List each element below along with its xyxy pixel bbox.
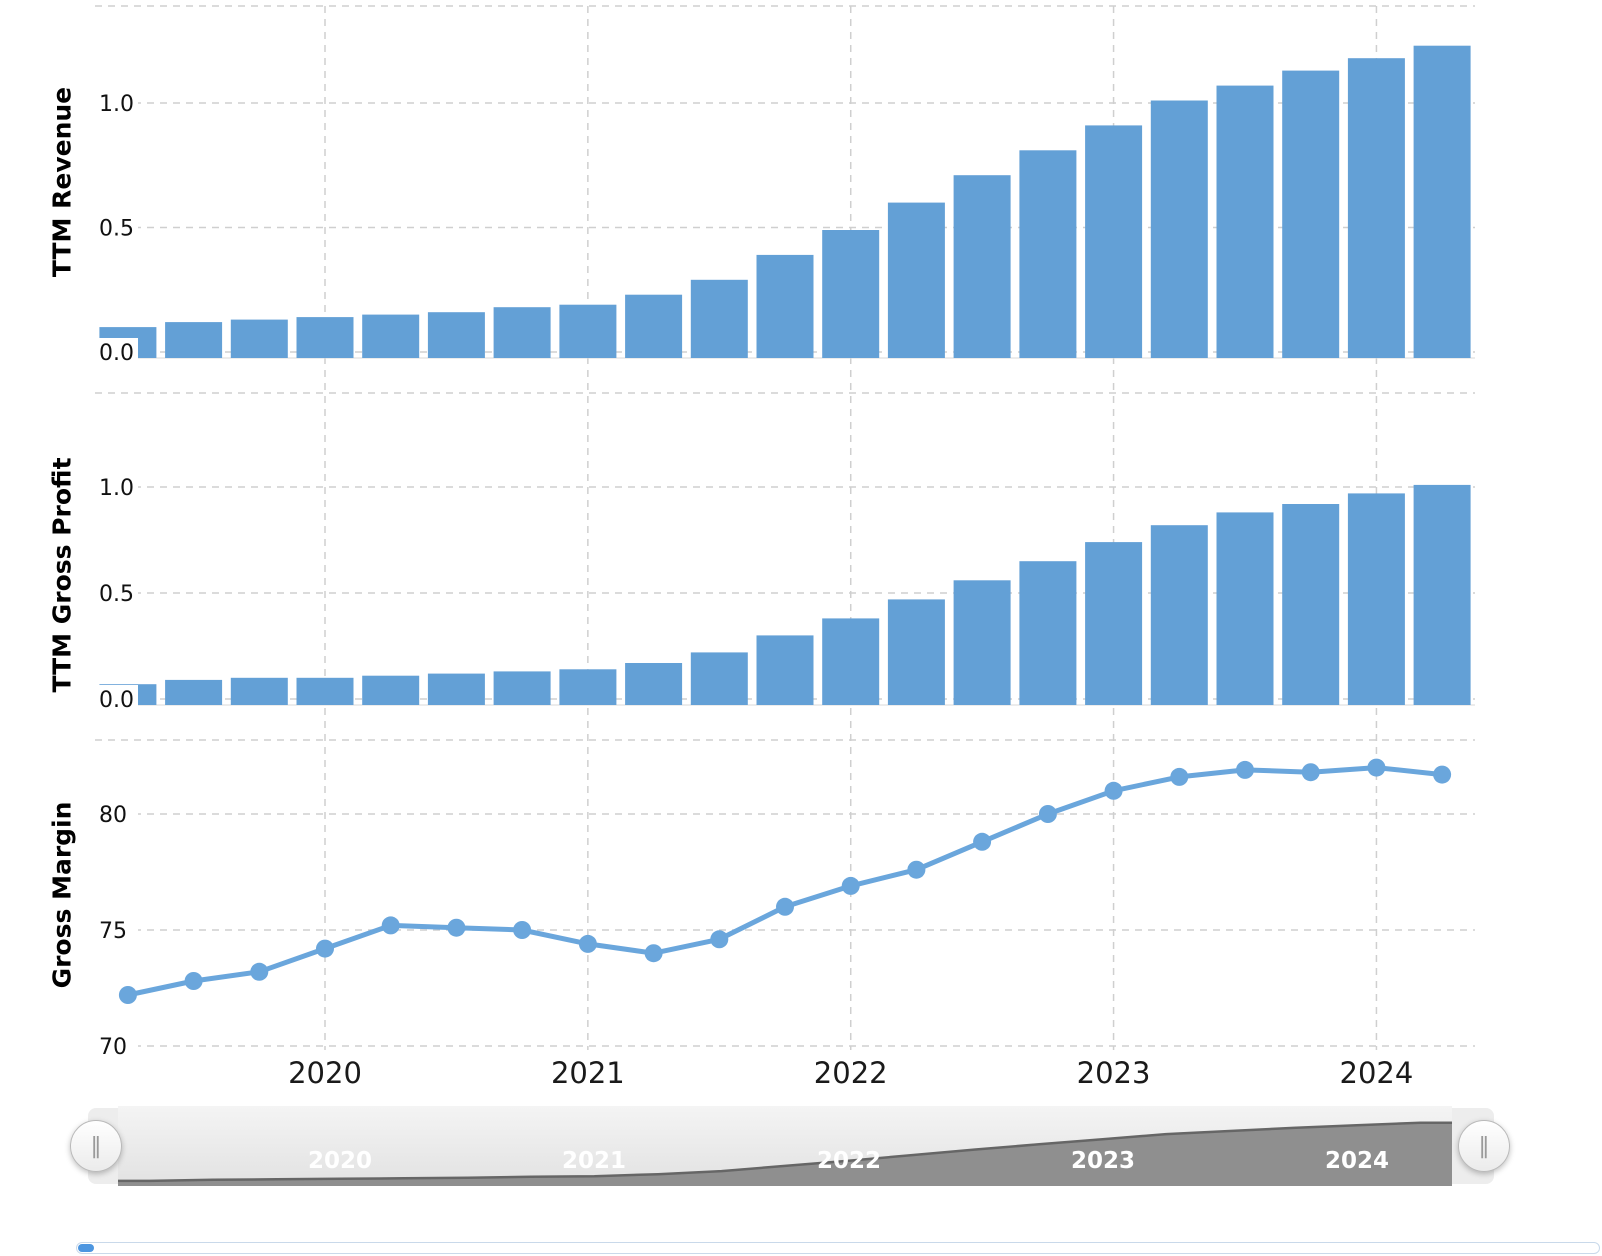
- bar[interactable]: [1413, 484, 1471, 705]
- y-tick-labels: 0.0 0.5 1.0 0.0 0.5 1.0 70 75 80: [94, 89, 138, 1056]
- navigator-area-chart: [118, 1121, 1452, 1186]
- navigator-right-handle[interactable]: ‖: [1458, 1120, 1510, 1172]
- navigator-year-label: 2023: [1070, 1148, 1136, 1174]
- data-point[interactable]: [973, 832, 992, 851]
- data-point[interactable]: [776, 897, 794, 916]
- y-tick-label: 0.5: [99, 582, 134, 607]
- navigator-year-label: 2020: [307, 1148, 373, 1174]
- bar[interactable]: [887, 202, 945, 358]
- bar[interactable]: [756, 254, 814, 358]
- scrollbar-thumb[interactable]: [78, 1244, 94, 1252]
- gross-margin-panel: [95, 739, 1475, 1047]
- gross-profit-bars: [99, 484, 1471, 705]
- data-point[interactable]: [513, 921, 532, 939]
- bar[interactable]: [230, 677, 288, 705]
- navigator-track[interactable]: [118, 1106, 1452, 1186]
- bar[interactable]: [362, 675, 420, 705]
- data-point[interactable]: [250, 962, 269, 981]
- x-axis: 2020 2021 2022 2023 2024: [0, 1056, 1602, 1098]
- x-axis-year-label: 2020: [288, 1056, 362, 1090]
- bar[interactable]: [690, 652, 748, 705]
- x-axis-year-label: 2022: [813, 1056, 888, 1090]
- x-axis-year-label: 2023: [1076, 1056, 1151, 1090]
- bar[interactable]: [1413, 45, 1471, 358]
- bar[interactable]: [953, 175, 1011, 358]
- data-point[interactable]: [1433, 765, 1452, 784]
- bar[interactable]: [822, 230, 880, 358]
- bar[interactable]: [1216, 85, 1274, 358]
- y-tick-label: 0.0: [99, 688, 134, 713]
- navigator-left-handle[interactable]: ‖: [70, 1120, 122, 1172]
- gross-margin-line: [118, 758, 1452, 1004]
- bar[interactable]: [1085, 125, 1143, 359]
- navigator-year-label: 2022: [816, 1148, 882, 1174]
- data-point[interactable]: [1104, 781, 1123, 800]
- bar[interactable]: [559, 669, 617, 705]
- y-tick-label: 1.0: [99, 476, 134, 501]
- data-point[interactable]: [1367, 758, 1386, 777]
- data-point[interactable]: [118, 986, 137, 1004]
- bar[interactable]: [559, 304, 617, 358]
- y-tick-label: 80: [99, 803, 127, 828]
- bar[interactable]: [1150, 100, 1208, 359]
- y-tick-label: 70: [99, 1035, 127, 1056]
- data-point[interactable]: [316, 939, 334, 958]
- data-point[interactable]: [1170, 767, 1189, 786]
- bar[interactable]: [1347, 58, 1405, 358]
- bar[interactable]: [165, 679, 223, 705]
- y-tick-label: 0.5: [99, 217, 134, 242]
- handle-grip-icon: ‖: [1478, 1133, 1490, 1159]
- y-tick-label: 0.0: [99, 341, 134, 366]
- bar[interactable]: [493, 307, 551, 358]
- bar[interactable]: [165, 322, 223, 358]
- bar[interactable]: [1347, 493, 1405, 705]
- bar[interactable]: [493, 671, 551, 705]
- bar[interactable]: [625, 663, 683, 705]
- bar[interactable]: [1282, 70, 1340, 358]
- data-point[interactable]: [841, 876, 860, 895]
- bar[interactable]: [1019, 150, 1077, 358]
- bar[interactable]: [1019, 561, 1077, 705]
- data-point[interactable]: [644, 944, 663, 963]
- charts-canvas: 0.0 0.5 1.0 0.0 0.5 1.0 70 75 80: [94, 5, 1475, 1056]
- data-point[interactable]: [907, 860, 926, 879]
- handle-grip-icon: ‖: [90, 1133, 102, 1159]
- bar[interactable]: [1085, 542, 1143, 705]
- bar[interactable]: [427, 673, 485, 705]
- data-point[interactable]: [447, 918, 466, 937]
- x-axis-year-label: 2021: [550, 1056, 625, 1090]
- y-tick-label: 1.0: [99, 92, 134, 117]
- navigator-year-label: 2024: [1324, 1148, 1390, 1174]
- data-point[interactable]: [1038, 805, 1057, 823]
- bar[interactable]: [1216, 512, 1274, 705]
- bar[interactable]: [427, 312, 485, 358]
- y-tick-label: 75: [99, 919, 127, 944]
- data-point[interactable]: [578, 934, 597, 953]
- bar[interactable]: [362, 314, 420, 358]
- bar[interactable]: [230, 319, 288, 358]
- bar[interactable]: [1150, 525, 1208, 705]
- bar[interactable]: [296, 317, 354, 358]
- bar[interactable]: [756, 635, 814, 705]
- bar[interactable]: [953, 580, 1011, 705]
- data-point[interactable]: [1301, 763, 1320, 782]
- bar[interactable]: [887, 599, 945, 705]
- horizontal-scrollbar[interactable]: [76, 1242, 1600, 1254]
- data-point[interactable]: [184, 972, 203, 990]
- navigator-year-label: 2021: [561, 1148, 627, 1174]
- bar[interactable]: [822, 618, 880, 705]
- bar[interactable]: [625, 294, 683, 358]
- navigator-area-edge: [118, 1121, 1452, 1183]
- bar[interactable]: [296, 677, 354, 705]
- data-point[interactable]: [710, 930, 729, 949]
- revenue-bars: [99, 45, 1471, 359]
- data-point[interactable]: [381, 916, 400, 935]
- data-point[interactable]: [1236, 760, 1254, 779]
- navigator-year-labels: 2020 2021 2022 2023 2024: [0, 1148, 1602, 1178]
- bar[interactable]: [1282, 504, 1340, 705]
- x-axis-year-label: 2024: [1339, 1056, 1414, 1090]
- bar[interactable]: [690, 279, 748, 358]
